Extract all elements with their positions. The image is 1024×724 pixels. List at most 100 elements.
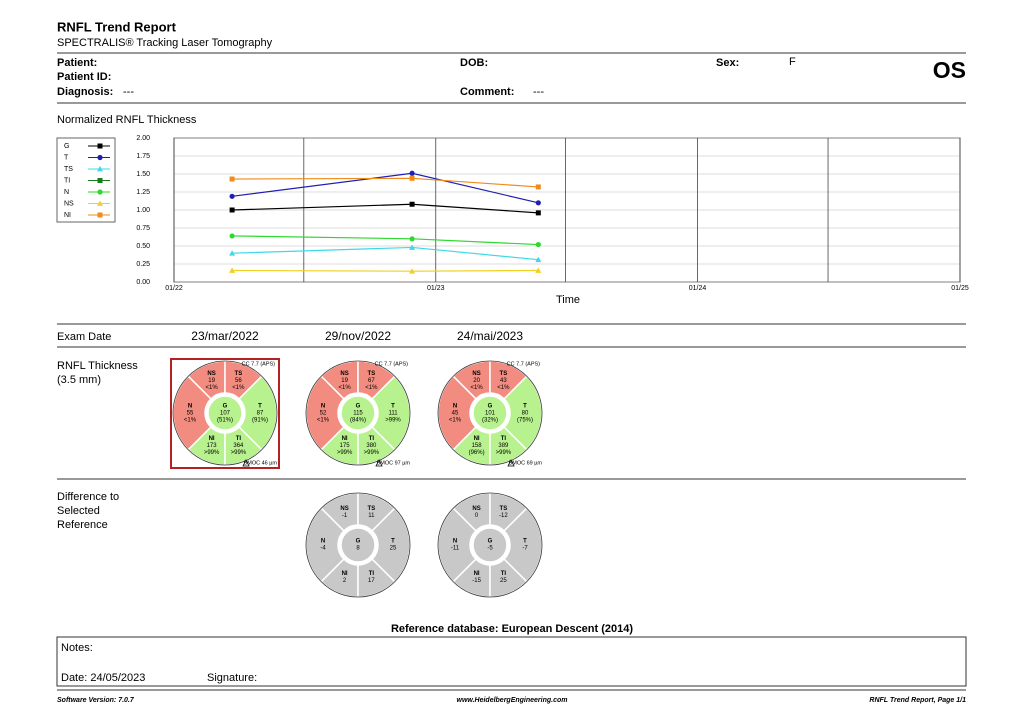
- label: Diagnosis:: [57, 86, 113, 98]
- sector-value: 45: [452, 411, 459, 417]
- bmoc-label: BMOC 97 µm: [377, 460, 411, 466]
- sector-value: -5: [487, 546, 493, 552]
- sector-name: TS: [235, 371, 243, 377]
- sector-value: 56: [235, 378, 242, 384]
- legend-marker: [97, 189, 103, 195]
- label: (3.5 mm): [57, 374, 101, 386]
- label: Patient ID:: [57, 71, 111, 83]
- y-tick-label: 0.25: [136, 261, 150, 268]
- y-tick-label: 0.00: [136, 279, 150, 286]
- legend-marker: [97, 212, 103, 218]
- sector-value: 20: [473, 378, 480, 384]
- sector-value: 8: [356, 546, 360, 552]
- footer-right: RNFL Trend Report, Page 1/1: [869, 697, 966, 704]
- sector-name: T: [258, 404, 262, 410]
- sector-pct: <1%: [339, 385, 352, 391]
- sector-value: 80: [522, 411, 529, 417]
- sector-name: N: [453, 539, 457, 545]
- sector-value: -15: [472, 578, 481, 584]
- sector-pct: <1%: [232, 385, 245, 391]
- sector-center: [340, 527, 376, 563]
- sector-name: NS: [472, 371, 480, 377]
- sector-name: NI: [342, 436, 348, 442]
- eye: OS: [933, 57, 966, 83]
- value: ---: [533, 86, 544, 98]
- sector-value: -11: [451, 546, 460, 552]
- legend-label: G: [64, 143, 69, 150]
- x-axis-label: Time: [556, 294, 580, 306]
- sector-pct: <1%: [317, 418, 330, 424]
- sector-name: NI: [474, 436, 480, 442]
- legend-marker: [97, 154, 103, 161]
- sector-value: 380: [366, 443, 377, 449]
- sector-pct: <1%: [365, 385, 378, 391]
- y-tick-label: 2.00: [136, 135, 150, 142]
- sector-name: T: [523, 404, 527, 410]
- sector-name: NI: [474, 571, 480, 577]
- bmoc-icon: [375, 459, 383, 467]
- sector-center: [207, 395, 243, 431]
- notes-box: [56, 636, 967, 687]
- sector-name: NS: [340, 371, 348, 377]
- label: Exam Date: [57, 331, 111, 343]
- y-tick-label: 1.50: [136, 171, 150, 178]
- label: DOB:: [460, 57, 488, 69]
- x-tick-label: 01/24: [689, 285, 707, 292]
- label: Signature:: [207, 672, 257, 684]
- sector-pct: <1%: [497, 385, 510, 391]
- x-tick-label: 01/22: [165, 285, 183, 292]
- bmoc-icon: [242, 459, 250, 467]
- sector-value: 364: [233, 443, 244, 449]
- marker: [535, 184, 541, 190]
- sector-value: 25: [390, 546, 397, 552]
- marker: [535, 210, 541, 216]
- sector-pct: (51%): [217, 418, 233, 424]
- sector-value: 101: [485, 411, 496, 417]
- y-tick-label: 0.75: [136, 225, 150, 232]
- sector-name: T: [523, 539, 527, 545]
- sector-pct: (84%): [350, 418, 366, 424]
- sector-pct: (32%): [482, 418, 498, 424]
- legend-label: NI: [64, 212, 71, 219]
- marker: [409, 236, 415, 242]
- series-line: [232, 269, 539, 272]
- sector-value: -4: [320, 546, 326, 552]
- sector-value: -7: [522, 546, 528, 552]
- sector-pct: (75%): [517, 418, 533, 424]
- sector-value: 87: [257, 411, 264, 417]
- sector-pct: <1%: [206, 385, 219, 391]
- sector-name: T: [391, 539, 395, 545]
- cc-label: CC 7.7 (APS): [242, 361, 275, 367]
- sector-value: -12: [499, 513, 508, 519]
- sector-value: 107: [220, 411, 231, 417]
- sector-value: 52: [320, 411, 327, 417]
- exam-date: 23/mar/2022: [191, 329, 259, 343]
- legend-label: TI: [64, 177, 70, 184]
- report-subtitle: SPECTRALIS® Tracking Laser Tomography: [57, 37, 273, 49]
- sector-value: 2: [343, 578, 347, 584]
- marker: [409, 244, 416, 250]
- marker: [535, 200, 541, 206]
- value: F: [789, 56, 796, 68]
- outline: [305, 492, 411, 598]
- legend-marker: [97, 178, 103, 183]
- sector-pct: >99%: [364, 450, 380, 456]
- exam-date: 29/nov/2022: [325, 329, 391, 343]
- y-tick-label: 1.75: [136, 153, 150, 160]
- legend-label: NS: [64, 200, 74, 207]
- x-tick-label: 01/23: [427, 285, 445, 292]
- label: Patient:: [57, 57, 97, 69]
- outline: [305, 360, 411, 466]
- legend-marker: [97, 166, 103, 172]
- legend-label: T: [64, 154, 69, 161]
- sector-name: G: [488, 404, 493, 410]
- sector-name: TI: [369, 436, 375, 442]
- sector-name: T: [391, 404, 395, 410]
- sector-pct: <1%: [184, 418, 197, 424]
- sector-value: 158: [472, 443, 483, 449]
- label: Notes:: [61, 642, 93, 654]
- sector-value: 25: [500, 578, 507, 584]
- sector-name: G: [223, 404, 228, 410]
- sector-value: 175: [340, 443, 351, 449]
